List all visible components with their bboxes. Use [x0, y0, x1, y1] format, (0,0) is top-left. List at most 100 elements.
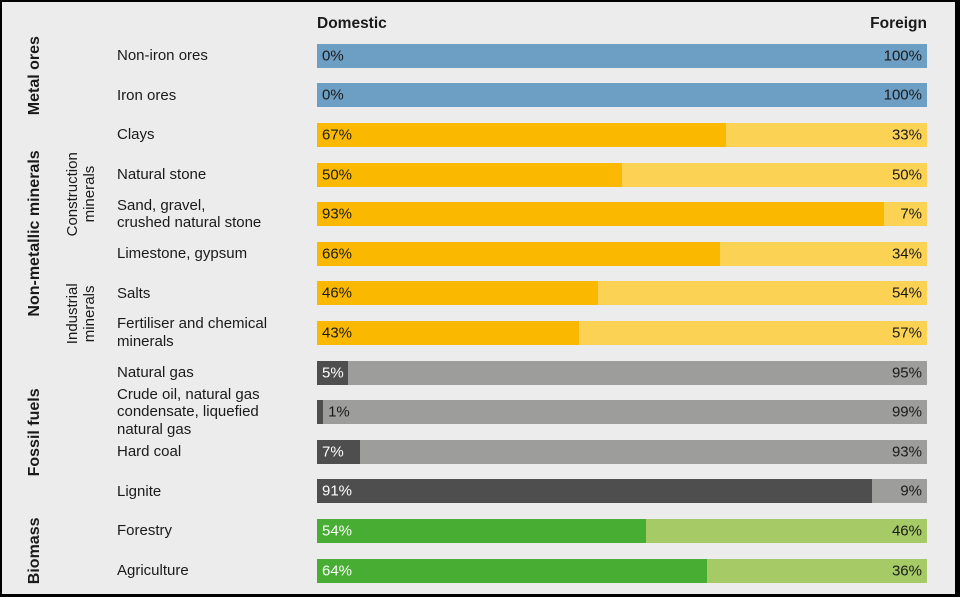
stacked-bar: 5% 95%: [317, 360, 927, 385]
chart-row: Hard coal 7% 93%: [2, 432, 927, 472]
chart-row: Non-iron ores 0% 100%: [2, 36, 927, 76]
foreign-segment: [597, 281, 927, 306]
foreign-value-label: 36%: [891, 562, 922, 580]
foreign-value-label: 93%: [891, 443, 922, 461]
domestic-segment: [317, 439, 360, 464]
domestic-value-label: 66%: [322, 245, 353, 263]
domestic-segment: [317, 360, 348, 385]
foreign-value-label: 50%: [891, 166, 922, 184]
foreign-value-label: 46%: [891, 522, 922, 540]
domestic-value-label: 0%: [322, 47, 344, 65]
foreign-value-label: 95%: [891, 364, 922, 382]
domestic-value-label: 46%: [322, 284, 353, 302]
domestic-value-label: 43%: [322, 324, 353, 342]
chart-rows: Non-iron ores 0% 100% Iron ores 0% 100% Clays 6…: [2, 36, 927, 590]
domestic-value-label: 5%: [322, 364, 344, 382]
foreign-segment: [347, 360, 927, 385]
domestic-segment: [317, 320, 580, 345]
row-label: Crude oil, natural gas condensate, lique…: [117, 385, 260, 438]
domestic-segment: [317, 281, 598, 306]
row-label: Forestry: [117, 522, 173, 540]
chart-row: Lignite 91% 9%: [2, 472, 927, 512]
foreign-segment: [317, 43, 927, 68]
domestic-value-label: 50%: [322, 166, 353, 184]
stacked-bar: 0% 100%: [317, 83, 927, 108]
stacked-bar: 7% 93%: [317, 439, 927, 464]
stacked-bar: 93% 7%: [317, 202, 927, 227]
row-label: Limestone, gypsum: [117, 245, 248, 263]
foreign-segment: [719, 241, 927, 266]
row-label: Fertiliser and chemical minerals: [117, 315, 268, 350]
domestic-segment: [317, 202, 885, 227]
stacked-bar: 46% 54%: [317, 281, 927, 306]
stacked-bar: 91% 9%: [317, 479, 927, 504]
stacked-bar: 50% 50%: [317, 162, 927, 187]
foreign-value-label: 9%: [900, 482, 922, 500]
domestic-segment: [317, 400, 324, 425]
domestic-value-label: 67%: [322, 126, 353, 144]
domestic-value-label: 64%: [322, 562, 353, 580]
chart-row: Limestone, gypsum 66% 34%: [2, 234, 927, 274]
row-label: Natural stone: [117, 165, 207, 183]
domestic-segment: [317, 479, 873, 504]
domestic-segment: [317, 122, 726, 147]
foreign-segment: [317, 83, 927, 108]
foreign-segment: [884, 202, 927, 227]
domestic-header-label: Domestic: [317, 15, 387, 32]
foreign-value-label: 57%: [891, 324, 922, 342]
domestic-value-label: 91%: [322, 482, 353, 500]
row-label: Clays: [117, 126, 155, 144]
foreign-segment: [622, 162, 927, 187]
chart-row: Natural stone 50% 50%: [2, 155, 927, 195]
row-label: Hard coal: [117, 442, 182, 460]
chart-row: Crude oil, natural gas condensate, lique…: [2, 386, 927, 438]
domestic-segment: [317, 518, 647, 543]
stacked-bar: 43% 57%: [317, 320, 927, 345]
domestic-segment: [317, 241, 720, 266]
foreign-value-label: 99%: [891, 403, 922, 421]
foreign-segment: [323, 400, 927, 425]
foreign-header-label: Foreign: [870, 15, 927, 32]
chart-row: Fertiliser and chemical minerals 43% 57%: [2, 313, 927, 353]
row-label: Non-iron ores: [117, 47, 208, 65]
series-header: Domestic Foreign: [317, 15, 927, 33]
foreign-segment: [707, 558, 927, 583]
stacked-bar: 66% 34%: [317, 241, 927, 266]
chart-row: Forestry 54% 46%: [2, 511, 927, 551]
stacked-bar: 0% 100%: [317, 43, 927, 68]
foreign-segment: [725, 122, 927, 147]
domestic-value-label: 7%: [322, 443, 344, 461]
domestic-value-label: 0%: [322, 86, 344, 104]
foreign-value-label: 33%: [891, 126, 922, 144]
foreign-segment: [579, 320, 927, 345]
foreign-segment: [359, 439, 927, 464]
stacked-bar: 64% 36%: [317, 558, 927, 583]
chart-row: Salts 46% 54%: [2, 274, 927, 314]
chart-row: Agriculture 64% 36%: [2, 551, 927, 591]
domestic-segment: [317, 162, 622, 187]
domestic-value-label: 1%: [328, 403, 350, 421]
stacked-bar: 1% 99%: [317, 400, 927, 425]
foreign-value-label: 100%: [883, 47, 922, 65]
domestic-segment: [317, 558, 708, 583]
stacked-bar: 54% 46%: [317, 518, 927, 543]
foreign-value-label: 7%: [900, 205, 922, 223]
stacked-bar: 67% 33%: [317, 122, 927, 147]
row-label: Agriculture: [117, 561, 189, 579]
chart-row: Clays 67% 33%: [2, 115, 927, 155]
foreign-value-label: 34%: [891, 245, 922, 263]
foreign-value-label: 100%: [883, 86, 922, 104]
chart-row: Sand, gravel, crushed natural stone 93% 7%: [2, 194, 927, 234]
row-label: Lignite: [117, 482, 162, 500]
row-label: Natural gas: [117, 363, 194, 381]
foreign-segment: [646, 518, 927, 543]
chart-row: Natural gas 5% 95%: [2, 353, 927, 393]
row-label: Salts: [117, 284, 151, 302]
domestic-value-label: 93%: [322, 205, 353, 223]
foreign-value-label: 54%: [891, 284, 922, 302]
row-label: Sand, gravel, crushed natural stone: [117, 196, 262, 232]
row-label: Iron ores: [117, 86, 177, 104]
domestic-value-label: 54%: [322, 522, 353, 540]
foreign-segment: [872, 479, 927, 504]
